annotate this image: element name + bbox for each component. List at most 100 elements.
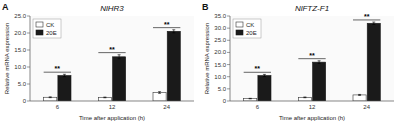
legend-label: CK	[246, 22, 254, 28]
error-bar	[372, 22, 375, 24]
bar	[167, 31, 180, 101]
bar	[98, 97, 111, 101]
error-line	[119, 55, 120, 59]
error-bar	[103, 97, 106, 99]
error-line	[319, 61, 320, 64]
y-tick	[227, 64, 230, 65]
sig-label: **	[109, 46, 115, 53]
bar	[298, 97, 311, 101]
error-line	[50, 96, 51, 98]
bar	[367, 23, 380, 101]
bar	[58, 76, 71, 102]
chart: 05.010.015.020.025.0******61224Time afte…	[0, 0, 400, 123]
error-bar	[249, 98, 252, 99]
panel: 05.010.015.020.025.030.035.0******61224T…	[202, 2, 394, 121]
y-tick-label: 10.0	[14, 64, 26, 70]
error-cap	[49, 97, 52, 98]
y-axis	[30, 16, 31, 101]
x-axis	[30, 101, 194, 102]
y-tick-label: 0	[23, 98, 27, 104]
legend-label: 20E	[46, 30, 57, 36]
plot-area	[30, 16, 194, 101]
y-axis	[230, 16, 231, 101]
x-tick-label: 6	[256, 104, 260, 110]
y-tick	[227, 101, 230, 102]
error-cap	[318, 63, 321, 64]
legend-label: 20E	[246, 30, 257, 36]
error-cap	[158, 93, 161, 94]
legend-swatch	[236, 22, 243, 27]
error-cap	[63, 74, 66, 75]
error-cap	[318, 60, 321, 61]
x-tick-label: 12	[109, 104, 116, 110]
error-cap	[118, 58, 121, 59]
error-cap	[172, 32, 175, 33]
error-bar	[358, 94, 361, 96]
error-line	[359, 94, 360, 96]
error-cap	[118, 54, 121, 55]
bar	[44, 97, 57, 101]
y-tick	[227, 88, 230, 89]
x-tick-label: 24	[363, 104, 370, 110]
error-line	[159, 92, 160, 94]
error-bar	[49, 96, 52, 98]
legend-box	[233, 19, 261, 38]
y-tick-label: 15.0	[14, 47, 26, 53]
y-tick-label: 15.0	[214, 62, 226, 68]
error-bar	[172, 30, 175, 33]
error-cap	[358, 94, 361, 95]
error-cap	[372, 24, 375, 25]
error-cap	[249, 98, 252, 99]
y-tick-label: 35.0	[214, 13, 226, 19]
error-line	[173, 30, 174, 33]
y-axis-label: Relative mRNA expression	[204, 23, 210, 94]
y-tick	[27, 33, 30, 34]
error-bar	[263, 74, 266, 76]
panel-label: B	[202, 2, 209, 12]
y-tick	[227, 28, 230, 29]
error-cap	[172, 29, 175, 30]
y-tick	[27, 50, 30, 51]
error-cap	[103, 97, 106, 98]
legend-label: CK	[46, 22, 54, 28]
error-cap	[303, 97, 306, 98]
y-tick	[227, 52, 230, 53]
legend: CK 20E	[33, 19, 61, 38]
y-tick-label: 20.0	[14, 30, 26, 36]
error-bar	[63, 74, 66, 76]
y-tick	[27, 84, 30, 85]
y-tick-label: 5.0	[18, 81, 27, 87]
error-line	[64, 74, 65, 76]
error-bar	[318, 61, 321, 64]
y-tick-label: 30.0	[214, 25, 226, 31]
bar	[244, 99, 257, 101]
bar	[353, 95, 366, 101]
error-cap	[249, 98, 252, 99]
error-bar	[303, 96, 306, 98]
y-tick	[27, 67, 30, 68]
legend: CK 20E	[233, 19, 261, 38]
bar	[258, 76, 271, 102]
error-cap	[63, 76, 66, 77]
bars	[44, 30, 181, 101]
legend-swatch	[36, 22, 43, 27]
error-cap	[158, 91, 161, 92]
sig-label: **	[364, 13, 370, 20]
title: NlFTZ-F1	[295, 4, 329, 13]
y-tick	[227, 40, 230, 41]
y-tick-label: 25.0	[214, 37, 226, 43]
sig-label: **	[255, 65, 261, 72]
error-line	[250, 98, 251, 99]
error-cap	[303, 96, 306, 97]
error-cap	[49, 96, 52, 97]
error-line	[373, 22, 374, 24]
error-cap	[263, 76, 266, 77]
sig-label: **	[164, 21, 170, 28]
error-line	[264, 74, 265, 76]
plot-area	[230, 16, 394, 101]
y-tick	[227, 76, 230, 77]
bar	[113, 57, 126, 101]
sig-label: **	[55, 65, 61, 72]
error-cap	[358, 95, 361, 96]
error-bar	[118, 55, 121, 59]
